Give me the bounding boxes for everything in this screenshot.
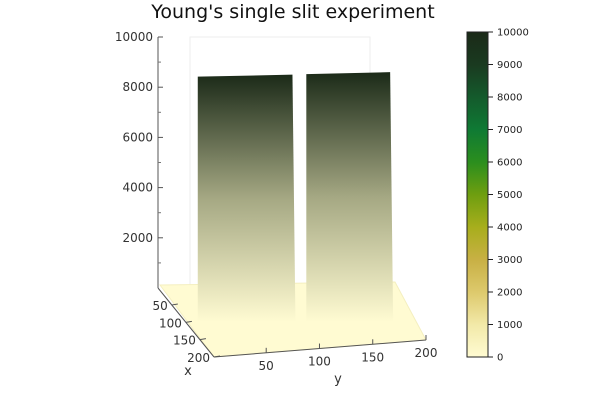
z-tick-label: 2000 — [122, 231, 153, 245]
y-tick-label: 100 — [308, 355, 331, 369]
y-axis-line — [213, 339, 427, 358]
y-tick-label: 50 — [259, 359, 274, 373]
colorbar — [466, 31, 489, 358]
chart-title: Young's single slit experiment — [150, 1, 434, 23]
x-tick-label: 200 — [187, 351, 210, 365]
surface-wall — [197, 74, 296, 323]
y-tick-label: 150 — [361, 350, 384, 364]
colorbar-tick-label: 1000 — [497, 320, 522, 331]
z-tick-label: 8000 — [122, 80, 153, 94]
colorbar-tick-label: 0 — [497, 353, 503, 364]
y-axis-label: y — [334, 372, 342, 387]
colorbar-tick-label: 3000 — [497, 255, 522, 266]
x-tick — [199, 338, 207, 341]
colorbar-tick-label: 5000 — [497, 190, 522, 201]
y-tick-label: 200 — [415, 346, 438, 360]
z-tick-label: 4000 — [122, 181, 153, 195]
colorbar-ticks: 0 1000 2000 3000 4000 5000 6000 7000 8000 9000 100… — [488, 28, 529, 364]
z-tick-label: 6000 — [122, 130, 153, 144]
x-tick-label: 150 — [173, 334, 196, 348]
colorbar-tick-label: 4000 — [497, 223, 522, 234]
x-tick-label: 100 — [159, 316, 182, 330]
x-tick — [213, 355, 221, 358]
z-ticks: 2000 4000 6000 8000 10000 — [115, 30, 163, 264]
x-axis-label: x — [184, 364, 192, 379]
z-tick-label: 10000 — [115, 30, 153, 44]
x-tick — [171, 303, 178, 306]
colorbar-tick-label: 6000 — [497, 158, 522, 169]
colorbar-tick-label: 7000 — [497, 125, 522, 136]
colorbar-gradient — [467, 32, 488, 357]
colorbar-tick-label: 8000 — [497, 93, 522, 104]
plot-area — [159, 36, 427, 358]
colorbar-tick-label: 9000 — [497, 60, 522, 71]
x-tick-label: 50 — [153, 299, 168, 313]
colorbar-tick-label: 2000 — [497, 288, 522, 299]
surface-wall — [306, 72, 394, 322]
x-ticks: 50 100 150 200 — [153, 299, 221, 365]
x-tick — [185, 320, 192, 323]
colorbar-tick-label: 10000 — [497, 28, 529, 39]
y-ticks: 50 100 150 200 — [259, 335, 438, 373]
